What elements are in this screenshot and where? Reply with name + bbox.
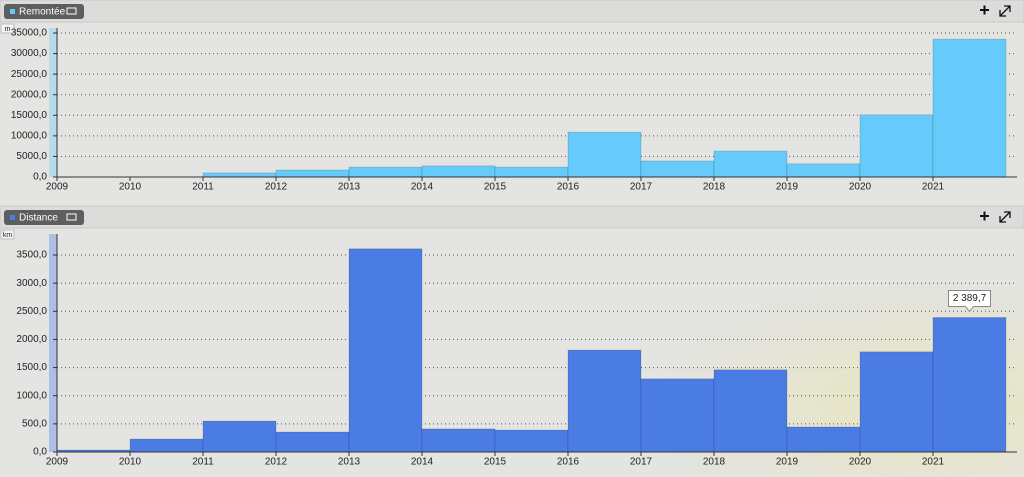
add-button[interactable]: [980, 5, 989, 15]
x-tick-label: 2013: [338, 182, 361, 193]
y-tick-label: 35000,0: [11, 28, 48, 39]
bar[interactable]: [348, 248, 423, 453]
y-tick-label: 2500,0: [16, 306, 47, 317]
bar[interactable]: [129, 438, 204, 453]
bar[interactable]: [202, 172, 277, 178]
x-tick-label: 2014: [411, 182, 434, 193]
bar[interactable]: [859, 114, 934, 178]
y-tick-label: 1000,0: [16, 390, 47, 401]
x-tick-label: 2016: [557, 457, 580, 468]
value-label: 2 389,7: [953, 293, 987, 304]
expand-button[interactable]: [999, 211, 1011, 223]
x-tick-label: 2015: [484, 457, 507, 468]
expand-button[interactable]: [999, 5, 1011, 17]
bar[interactable]: [713, 150, 788, 178]
panel-title: Distance: [19, 213, 58, 224]
x-tick-label: 2011: [192, 457, 214, 468]
bar[interactable]: [932, 38, 1007, 178]
y-tick-label: 500,0: [22, 418, 47, 429]
x-tick-label: 2020: [849, 457, 872, 468]
unit-box: [0, 23, 15, 34]
title-pill: [4, 210, 84, 225]
y-tick-label: 25000,0: [11, 69, 48, 80]
panel-header: [0, 0, 1024, 23]
bar[interactable]: [567, 131, 642, 178]
x-tick-label: 2019: [776, 457, 799, 468]
bar[interactable]: [640, 160, 715, 178]
x-tick-label: 2017: [630, 457, 653, 468]
add-button[interactable]: [980, 211, 989, 221]
y-tick-label: 15000,0: [11, 110, 48, 121]
y-tick-label: 10000,0: [11, 130, 48, 141]
x-tick-label: 2018: [703, 457, 726, 468]
title-pill: [4, 4, 84, 19]
y-tick-label: 3000,0: [16, 278, 47, 289]
bar[interactable]: [421, 428, 496, 453]
bar[interactable]: [932, 317, 1007, 453]
panel-header: [0, 205, 1024, 229]
x-tick-label: 2017: [630, 182, 653, 193]
x-tick-label: 2010: [119, 182, 142, 193]
legend-swatch: [10, 215, 15, 220]
y-tick-label: 3500,0: [16, 250, 47, 261]
y-axis-band: [49, 28, 57, 177]
bar[interactable]: [348, 166, 423, 178]
y-tick-label: 1500,0: [16, 362, 47, 373]
bar[interactable]: [494, 429, 569, 453]
x-tick-label: 2020: [849, 182, 872, 193]
bar[interactable]: [786, 426, 861, 453]
bar[interactable]: [275, 431, 350, 453]
x-tick-label: 2010: [119, 457, 142, 468]
bar[interactable]: [275, 169, 350, 178]
x-tick-label: 2012: [265, 182, 288, 193]
x-tick-label: 2011: [192, 182, 214, 193]
bar[interactable]: [713, 369, 788, 453]
x-tick-label: 2018: [703, 182, 726, 193]
x-tick-label: 2016: [557, 182, 580, 193]
x-tick-label: 2009: [46, 457, 69, 468]
bar[interactable]: [421, 165, 496, 178]
bar[interactable]: [202, 420, 277, 453]
y-unit: km: [3, 232, 13, 239]
y-tick-label: 2000,0: [16, 334, 47, 345]
y-tick-label: 5000,0: [16, 151, 47, 162]
tooltip: [948, 289, 991, 313]
x-tick-label: 2014: [411, 457, 434, 468]
y-tick-label: 0,0: [33, 172, 47, 183]
bar[interactable]: [786, 163, 861, 178]
bar[interactable]: [859, 351, 934, 453]
y-tick-label: 30000,0: [11, 48, 48, 59]
bar[interactable]: [494, 166, 569, 178]
y-tick-label: 0,0: [33, 447, 47, 458]
bar[interactable]: [640, 378, 715, 453]
note-icon: [66, 213, 77, 221]
x-tick-label: 2019: [776, 182, 799, 193]
bar[interactable]: [567, 349, 642, 453]
x-tick-label: 2021: [922, 457, 945, 468]
panel-title: Remontée: [19, 7, 66, 18]
y-axis-band: [49, 234, 57, 452]
x-tick-label: 2015: [484, 182, 507, 193]
note-icon: [66, 7, 77, 15]
y-unit: m: [5, 26, 11, 33]
unit-box: [0, 229, 15, 240]
x-tick-label: 2012: [265, 457, 288, 468]
x-tick-label: 2009: [46, 182, 69, 193]
y-tick-label: 20000,0: [11, 89, 48, 100]
x-tick-label: 2013: [338, 457, 361, 468]
x-tick-label: 2021: [922, 182, 945, 193]
legend-swatch: [10, 9, 15, 14]
